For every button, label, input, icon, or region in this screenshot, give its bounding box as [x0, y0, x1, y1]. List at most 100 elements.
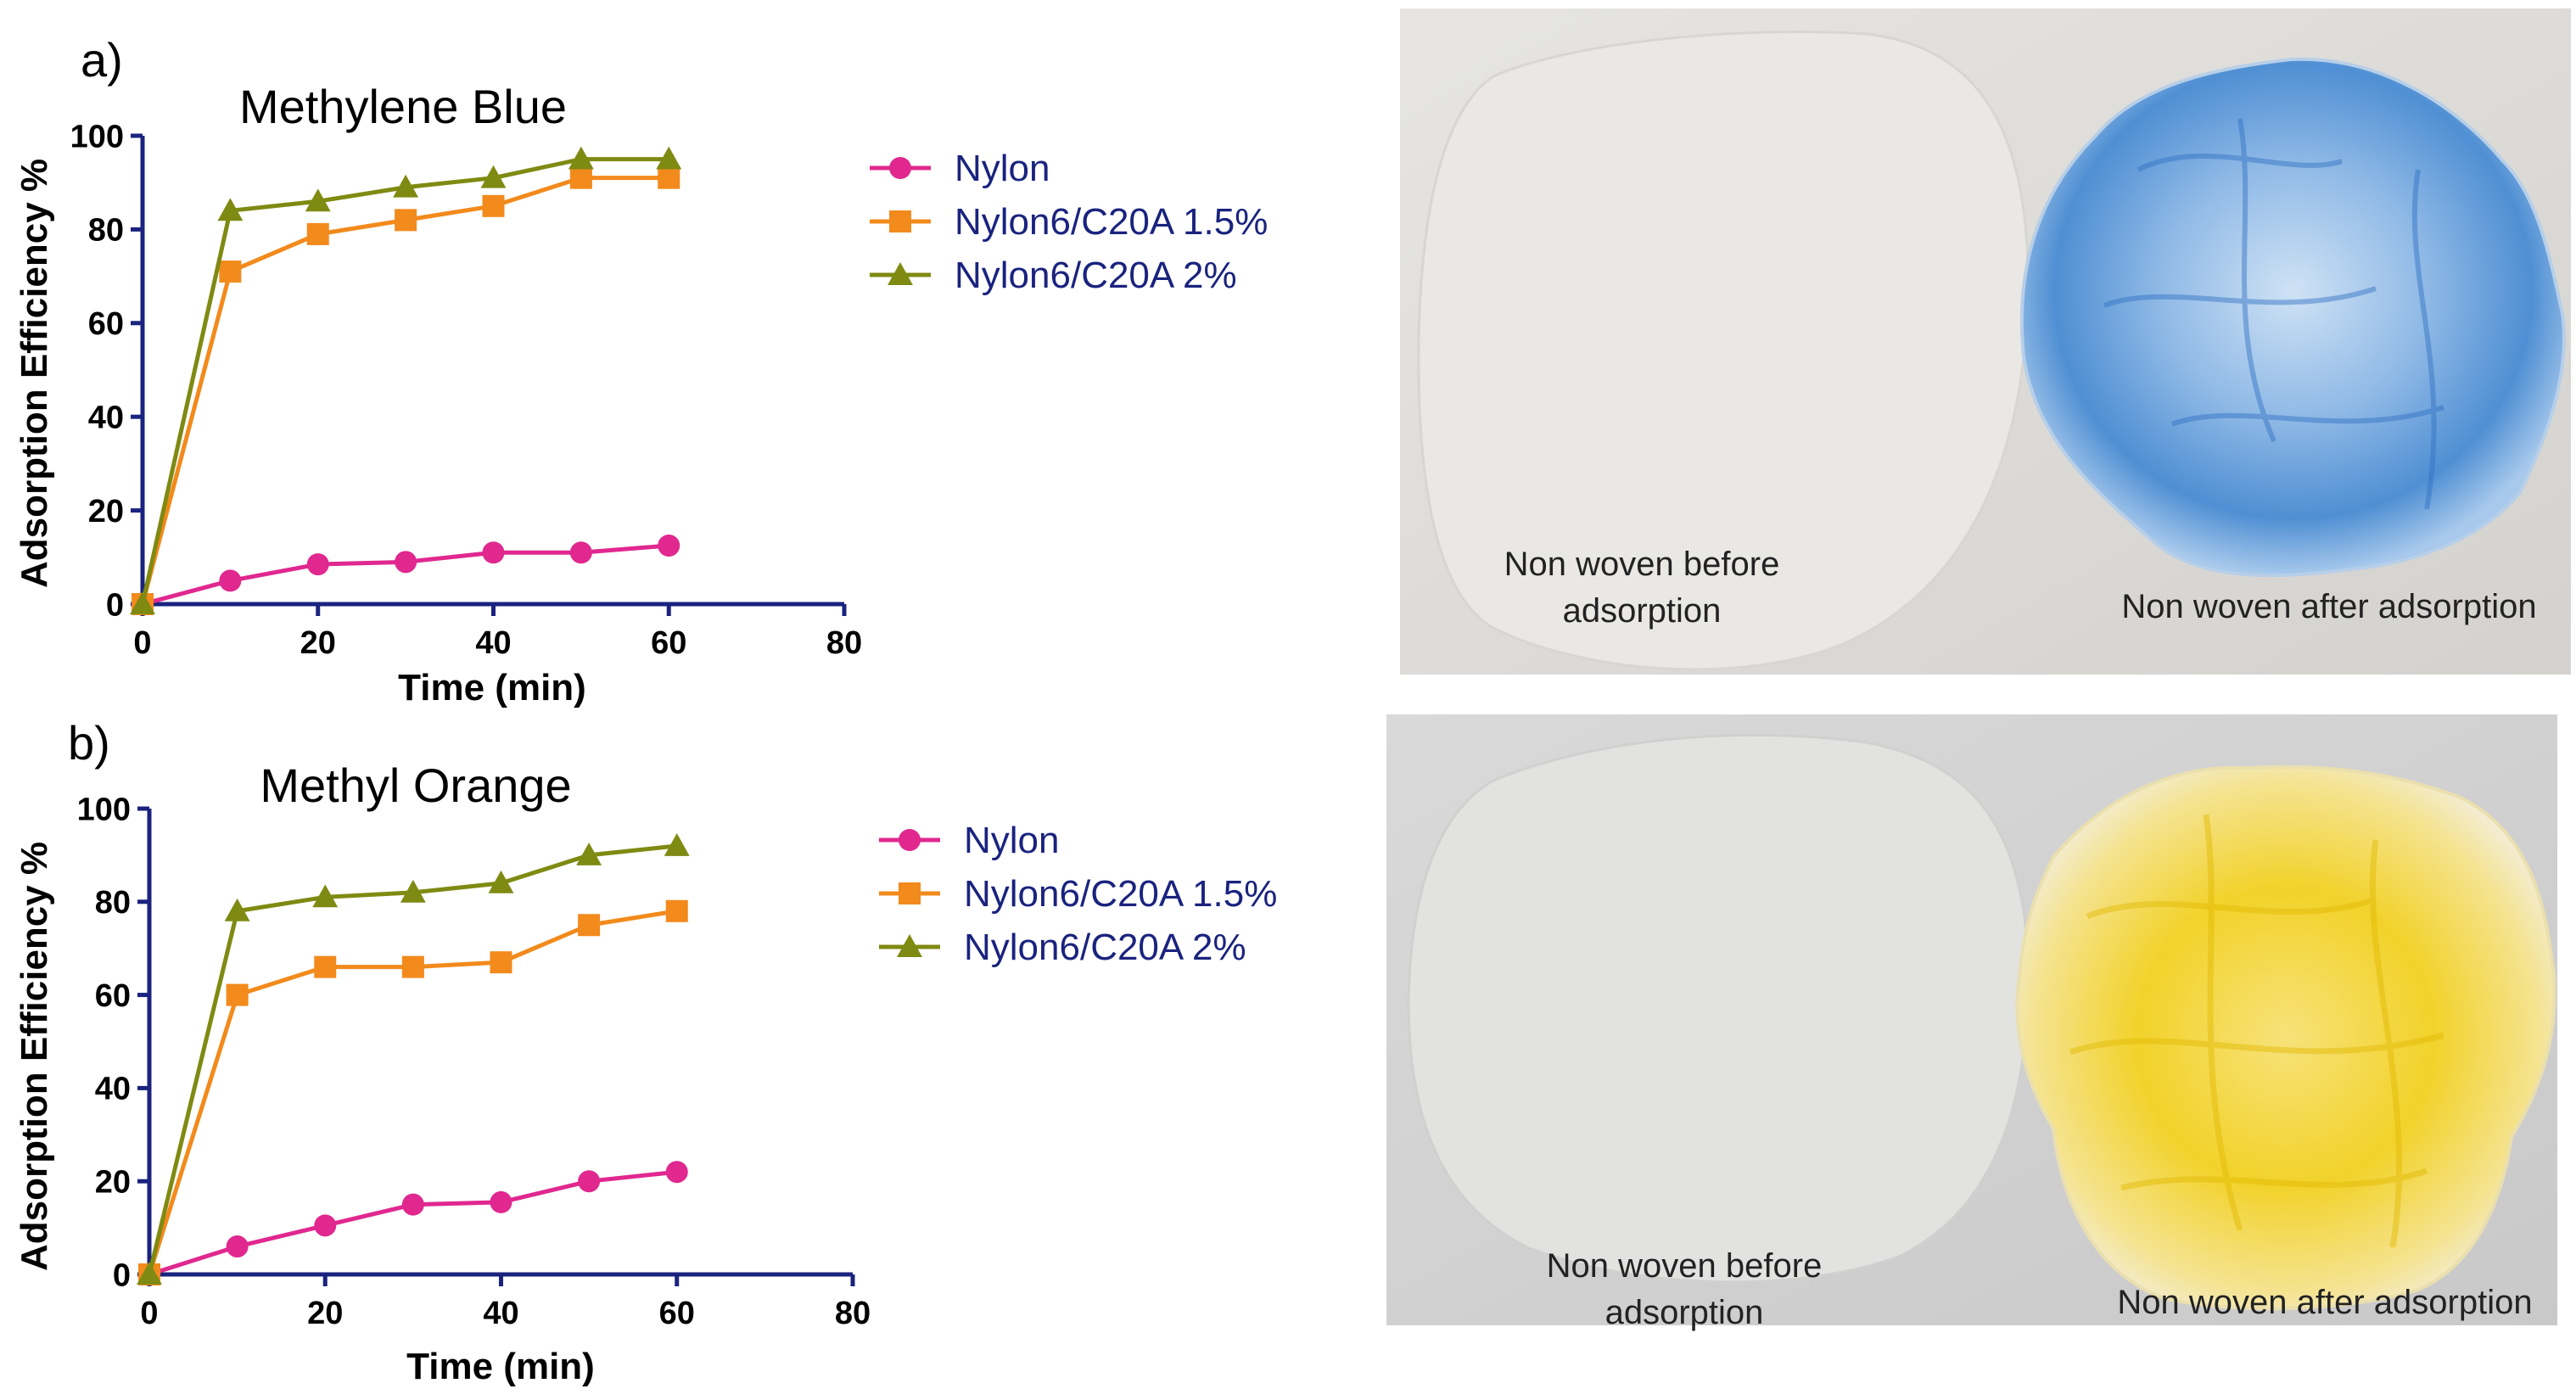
y-tick-label: 40 — [88, 400, 124, 436]
data-point-nylon6-c20a-2 — [217, 198, 244, 221]
legend-marker — [899, 882, 921, 904]
ticks-a: 0 20 40 60 80 100 0 20 40 60 80 — [70, 119, 863, 661]
non-woven-before-disc — [1417, 30, 2030, 671]
data-point-nylon6-c20a-1-5 — [658, 166, 680, 189]
data-point-nylon6-c20a-2 — [224, 898, 250, 921]
data-point-nylon — [395, 551, 417, 574]
legend-marker — [899, 829, 921, 851]
legend-entry-nylon: Nylon — [870, 148, 1050, 189]
legend-marker — [889, 157, 911, 179]
x-axis-title-b: Time (min) — [406, 1346, 595, 1387]
legend-marker — [888, 262, 913, 285]
data-point-nylon — [665, 1161, 688, 1184]
legend-label: Nylon — [964, 820, 1060, 861]
x-axis-title-a: Time (min) — [398, 667, 586, 708]
series-nylon — [138, 1161, 688, 1285]
data-point-nylon — [569, 541, 592, 564]
y-tick-label: 100 — [70, 119, 124, 154]
x-tick-label: 40 — [483, 1296, 518, 1331]
chart-title-a: Methylene Blue — [239, 80, 567, 133]
legend-entry-nylon6-c20a-2: Nylon6/C20A 2% — [879, 927, 1246, 968]
series-a — [130, 146, 682, 615]
non-woven-after-yellow-disc — [2015, 764, 2556, 1311]
data-point-nylon — [314, 1214, 337, 1237]
data-point-nylon — [658, 535, 680, 557]
data-point-nylon — [401, 1193, 424, 1216]
data-point-nylon — [219, 569, 242, 592]
caption-after: Non woven after adsorption — [2121, 588, 2536, 625]
data-point-nylon — [578, 1170, 601, 1193]
y-tick-label: 0 — [106, 587, 124, 623]
ticks-b: 0 20 40 60 80 100 0 20 40 60 80 — [77, 792, 871, 1331]
series-nylon6-c20a-1-5 — [132, 166, 680, 615]
legend-marker — [897, 934, 922, 957]
data-point-nylon6-c20a-2 — [130, 591, 155, 614]
data-point-nylon6-c20a-1-5 — [226, 983, 249, 1006]
legend-entry-nylon6-c20a-1-5: Nylon6/C20A 1.5% — [879, 873, 1277, 915]
data-point-nylon6-c20a-2 — [137, 1262, 162, 1285]
data-point-nylon6-c20a-1-5 — [578, 914, 601, 937]
x-tick-label: 0 — [140, 1296, 158, 1331]
y-tick-label: 100 — [77, 792, 131, 827]
x-tick-label: 80 — [835, 1296, 871, 1331]
data-point-nylon — [306, 553, 329, 576]
data-point-nylon — [226, 1235, 249, 1258]
x-tick-label: 60 — [651, 625, 686, 661]
data-point-nylon6-c20a-2 — [480, 165, 507, 188]
non-woven-after-blue-disc — [2019, 57, 2566, 578]
series-b — [137, 832, 690, 1285]
legend-label: Nylon6/C20A 1.5% — [955, 201, 1268, 243]
data-point-nylon6-c20a-2 — [664, 832, 690, 856]
series-nylon6-c20a-2 — [137, 832, 690, 1285]
data-point-nylon6-c20a-2 — [576, 842, 602, 865]
x-tick-label: 80 — [826, 625, 862, 661]
x-tick-label: 20 — [300, 625, 336, 661]
data-point-nylon6-c20a-2 — [568, 146, 594, 170]
y-tick-label: 60 — [88, 306, 124, 342]
data-point-nylon — [490, 1190, 512, 1213]
chart-methyl-orange: b) Methyl Orange Adsorption Efficiency %… — [14, 716, 1277, 1387]
data-point-nylon6-c20a-1-5 — [314, 955, 337, 978]
legend-label: Nylon6/C20A 2% — [955, 255, 1237, 296]
y-tick-label: 0 — [113, 1257, 131, 1293]
yellow-dye-streaks — [2069, 814, 2444, 1248]
data-point-nylon6-c20a-1-5 — [401, 955, 424, 978]
series-nylon6-c20a-1-5 — [138, 899, 688, 1285]
data-point-nylon6-c20a-2 — [312, 884, 339, 908]
y-tick-label: 20 — [95, 1165, 131, 1201]
legend-entry-nylon6-c20a-1-5: Nylon6/C20A 1.5% — [870, 201, 1268, 243]
legend-a: Nylon Nylon6/C20A 1.5% Nylon6/C20A 2% — [870, 148, 1268, 296]
x-tick-label: 60 — [659, 1296, 695, 1331]
y-axis-title-b: Adsorption Efficiency % — [14, 842, 55, 1271]
chart-methylene-blue: a) Methylene Blue Adsorption Efficiency … — [14, 33, 1268, 708]
data-point-nylon6-c20a-2 — [656, 146, 682, 170]
data-point-nylon6-c20a-1-5 — [482, 194, 505, 217]
legend-label: Nylon6/C20A 2% — [964, 927, 1246, 968]
legend-label: Nylon — [955, 148, 1050, 189]
legend-entry-nylon: Nylon — [879, 820, 1060, 861]
data-point-nylon6-c20a-1-5 — [306, 222, 329, 245]
y-tick-label: 40 — [95, 1072, 131, 1107]
x-tick-label: 40 — [475, 625, 511, 661]
blue-dye-streaks — [2103, 118, 2444, 510]
caption-before-line1: Non woven before — [1547, 1247, 1823, 1285]
y-axis-title-a: Adsorption Efficiency % — [14, 159, 55, 588]
x-tick-label: 0 — [133, 625, 151, 661]
data-point-nylon6-c20a-2 — [393, 174, 419, 198]
y-tick-label: 20 — [88, 494, 124, 529]
legend-b: Nylon Nylon6/C20A 1.5% Nylon6/C20A 2% — [879, 820, 1277, 968]
y-tick-label: 60 — [95, 978, 131, 1014]
y-tick-label: 80 — [95, 885, 131, 921]
legend-entry-nylon6-c20a-2: Nylon6/C20A 2% — [870, 255, 1237, 296]
panel-label-a: a) — [81, 33, 123, 87]
data-point-nylon6-c20a-2 — [305, 188, 331, 212]
panel-label-b: b) — [68, 716, 110, 770]
data-point-nylon — [482, 541, 505, 564]
data-point-nylon6-c20a-1-5 — [569, 166, 592, 189]
caption-after: Non woven after adsorption — [2117, 1284, 2532, 1321]
y-tick-label: 80 — [88, 213, 124, 249]
x-tick-label: 20 — [307, 1296, 343, 1331]
legend-marker — [889, 210, 911, 232]
data-point-nylon6-c20a-1-5 — [665, 899, 688, 922]
